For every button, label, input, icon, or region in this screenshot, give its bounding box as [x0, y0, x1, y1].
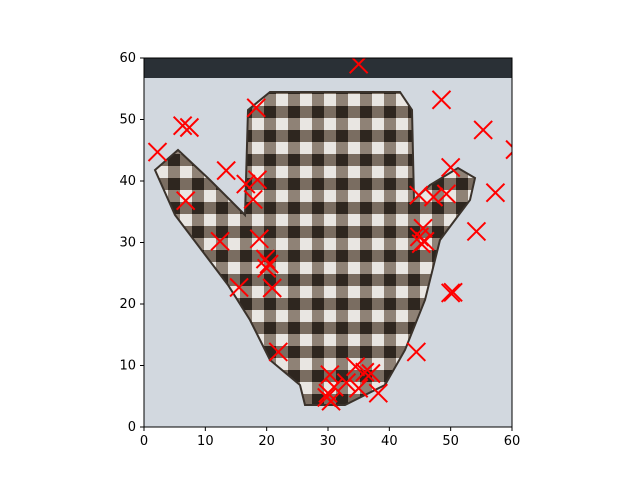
scatter-point [179, 117, 200, 138]
scatter-point [355, 362, 375, 382]
glove-shape [153, 91, 477, 406]
scatter-point [440, 283, 461, 303]
scatter-point [249, 229, 270, 249]
scatter-point [259, 254, 279, 274]
scatter-point [236, 174, 256, 194]
scatter-point [443, 282, 463, 303]
scatter-point [172, 115, 193, 136]
y-tick-label: 10 [119, 359, 136, 374]
scatter-point [247, 170, 268, 190]
x-tick-label: 60 [504, 434, 521, 449]
y-tick-label: 0 [128, 420, 136, 435]
scatter-point [436, 184, 457, 204]
scatter-point [406, 342, 427, 362]
y-tick-label: 60 [119, 51, 136, 66]
y-tick-label: 20 [119, 297, 136, 312]
scatter-point [473, 120, 493, 140]
scatter-point [485, 182, 506, 203]
scatter-point [411, 234, 431, 254]
x-tick-label: 30 [320, 434, 337, 449]
scatter-point [361, 363, 381, 384]
scatter-point [243, 189, 263, 210]
x-tick-label: 40 [381, 434, 398, 449]
scatter-point [466, 221, 487, 242]
scatter-point [336, 373, 357, 393]
background-image [144, 58, 512, 427]
y-axis: 0 10 20 30 40 50 60 [119, 51, 144, 435]
scatter-point [320, 365, 340, 385]
x-axis: 0 10 20 30 40 50 60 [140, 427, 520, 449]
scatter-point [268, 342, 289, 362]
x-tick-label: 10 [197, 434, 214, 449]
scatter-point [345, 357, 366, 377]
scatter-points [147, 58, 512, 411]
x-tick-label: 0 [140, 434, 148, 449]
scatter-point [256, 258, 277, 279]
scatter-point [409, 185, 429, 205]
scatter-point [147, 142, 168, 162]
scatter-point [229, 277, 249, 298]
scatter-point [210, 231, 230, 251]
scatter-point [431, 90, 452, 110]
scatter-point [348, 378, 369, 398]
scatter-point [321, 391, 341, 411]
image-top-strip [144, 58, 512, 78]
scatter-point [216, 160, 236, 181]
y-tick-label: 50 [119, 113, 136, 128]
x-tick-label: 20 [258, 434, 275, 449]
y-tick-label: 30 [119, 236, 136, 251]
scatter-point [440, 157, 461, 178]
scatter-point [262, 278, 282, 298]
y-tick-label: 40 [119, 174, 136, 189]
scatter-point [175, 190, 196, 211]
scatter-point [368, 383, 389, 403]
scatter-point [505, 139, 512, 160]
scatter-point [246, 98, 266, 118]
x-tick-label: 50 [442, 434, 459, 449]
